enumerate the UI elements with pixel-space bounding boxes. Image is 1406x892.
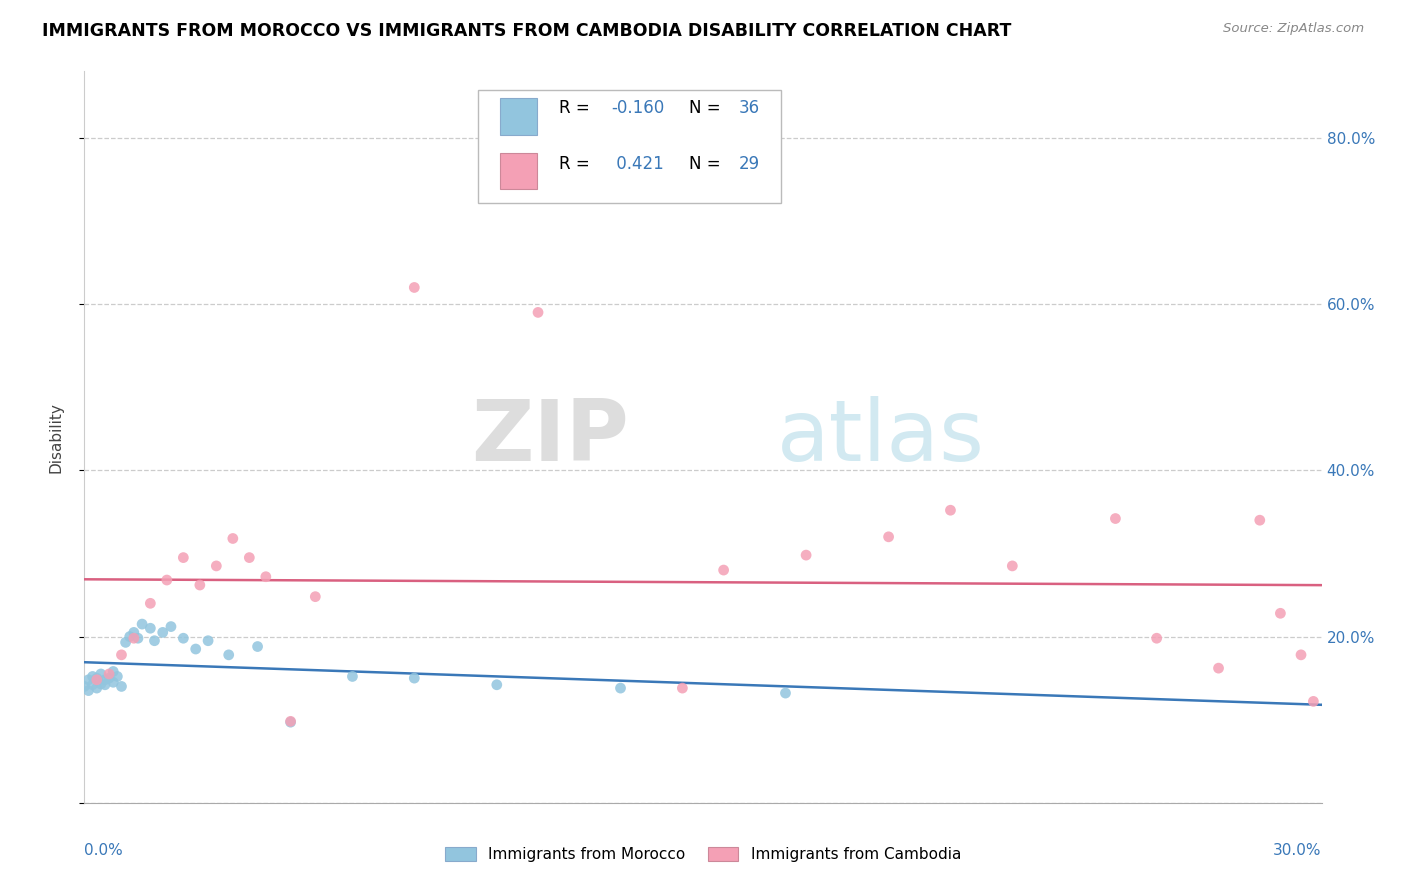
Point bbox=[94, 673, 117, 687]
Point bbox=[172, 550, 194, 565]
Point bbox=[156, 573, 179, 587]
Point bbox=[197, 633, 219, 648]
Point bbox=[127, 632, 149, 646]
Text: R =: R = bbox=[560, 155, 596, 173]
Point bbox=[90, 677, 112, 691]
Point bbox=[218, 648, 240, 662]
Text: N =: N = bbox=[689, 155, 727, 173]
Point bbox=[877, 530, 900, 544]
Point bbox=[1270, 607, 1292, 621]
Point bbox=[103, 665, 125, 679]
Point bbox=[1146, 632, 1168, 646]
Point bbox=[114, 635, 136, 649]
Point bbox=[222, 532, 245, 546]
Point bbox=[82, 669, 104, 683]
Text: 0.0%: 0.0% bbox=[84, 843, 124, 858]
Point bbox=[139, 621, 162, 635]
Point bbox=[152, 625, 174, 640]
Point bbox=[131, 617, 153, 632]
Point bbox=[246, 640, 269, 654]
Point bbox=[1001, 558, 1024, 573]
Point bbox=[86, 681, 108, 695]
Point bbox=[404, 671, 426, 685]
Point bbox=[671, 681, 693, 695]
Point bbox=[172, 632, 194, 646]
Point bbox=[238, 550, 260, 565]
FancyBboxPatch shape bbox=[478, 90, 780, 203]
Point bbox=[485, 678, 508, 692]
Point bbox=[775, 686, 797, 700]
Point bbox=[188, 578, 211, 592]
Text: 0.421: 0.421 bbox=[612, 155, 664, 173]
Point bbox=[98, 667, 121, 681]
Point bbox=[122, 625, 145, 640]
Point bbox=[280, 714, 302, 729]
Point bbox=[713, 563, 735, 577]
Point bbox=[94, 678, 117, 692]
Point bbox=[254, 570, 277, 584]
Text: R =: R = bbox=[560, 99, 596, 118]
Point bbox=[77, 673, 100, 687]
Point bbox=[1302, 694, 1324, 708]
Point bbox=[105, 669, 128, 683]
Text: Source: ZipAtlas.com: Source: ZipAtlas.com bbox=[1223, 22, 1364, 36]
Point bbox=[110, 680, 132, 694]
Text: atlas: atlas bbox=[778, 395, 986, 479]
Bar bbox=[501, 98, 537, 135]
Point bbox=[77, 683, 100, 698]
Point bbox=[160, 619, 183, 633]
Point bbox=[110, 648, 132, 662]
Point bbox=[143, 633, 166, 648]
Point bbox=[82, 678, 104, 692]
Point bbox=[90, 667, 112, 681]
Point bbox=[794, 548, 817, 562]
Point bbox=[1249, 513, 1271, 527]
Point bbox=[527, 305, 550, 319]
Point bbox=[1104, 511, 1126, 525]
Point bbox=[1208, 661, 1230, 675]
Text: IMMIGRANTS FROM MOROCCO VS IMMIGRANTS FROM CAMBODIA DISABILITY CORRELATION CHART: IMMIGRANTS FROM MOROCCO VS IMMIGRANTS FR… bbox=[42, 22, 1011, 40]
Text: 29: 29 bbox=[740, 155, 761, 173]
Point bbox=[939, 503, 962, 517]
Point bbox=[205, 558, 228, 573]
Text: N =: N = bbox=[689, 99, 727, 118]
Point bbox=[73, 680, 96, 694]
Point bbox=[86, 673, 108, 687]
Point bbox=[609, 681, 631, 695]
Point bbox=[103, 675, 125, 690]
Text: 36: 36 bbox=[740, 99, 761, 118]
Point bbox=[118, 630, 141, 644]
Point bbox=[139, 596, 162, 610]
Point bbox=[98, 671, 121, 685]
Point bbox=[304, 590, 326, 604]
Bar bbox=[501, 153, 537, 189]
Point bbox=[184, 642, 207, 657]
Text: 30.0%: 30.0% bbox=[1274, 843, 1322, 858]
Point bbox=[86, 671, 108, 685]
Point bbox=[404, 280, 426, 294]
Legend: Immigrants from Morocco, Immigrants from Cambodia: Immigrants from Morocco, Immigrants from… bbox=[439, 841, 967, 868]
Point bbox=[280, 715, 302, 730]
Point bbox=[122, 632, 145, 646]
Point bbox=[342, 669, 364, 683]
Text: ZIP: ZIP bbox=[471, 395, 628, 479]
Text: -0.160: -0.160 bbox=[612, 99, 665, 118]
Y-axis label: Disability: Disability bbox=[49, 401, 63, 473]
Point bbox=[1289, 648, 1312, 662]
